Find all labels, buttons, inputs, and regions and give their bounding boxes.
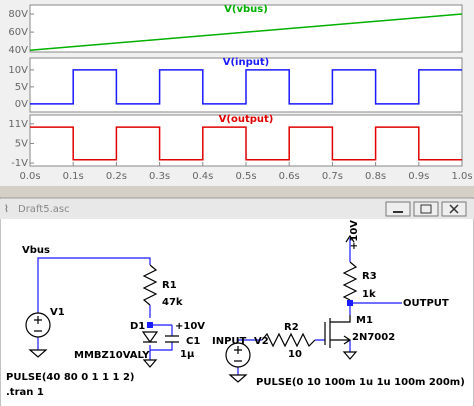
y-tick-label: 80V bbox=[8, 9, 28, 20]
schematic: Vbus V1 R1 47k D1 +10V C1 1µ MMBZ10VALY … bbox=[6, 220, 465, 398]
label: OUTPUT bbox=[403, 298, 449, 309]
x-tick-label: 0.1s bbox=[63, 171, 84, 182]
label: 10 bbox=[288, 349, 302, 360]
r2 bbox=[261, 332, 316, 348]
maximize[interactable] bbox=[413, 201, 439, 217]
r1 bbox=[142, 264, 158, 306]
icon bbox=[420, 204, 432, 214]
label: V1 bbox=[50, 307, 65, 318]
y-tick-label: 5V bbox=[15, 82, 28, 93]
plots: V(vbus) 80V 60V 40V V(input) 10V 5V 0V V(output)… bbox=[8, 4, 472, 182]
label: 47k bbox=[162, 297, 183, 308]
window-icon: ⌇ bbox=[4, 204, 9, 215]
y-tick-label: 5V bbox=[15, 138, 28, 149]
y-tick-label: 10V bbox=[8, 65, 28, 76]
x-tick-label: 0.0s bbox=[19, 171, 40, 182]
x-tick-label: 0.3s bbox=[149, 171, 170, 182]
label: M1 bbox=[356, 315, 373, 326]
node bbox=[347, 300, 353, 306]
label: R1 bbox=[162, 280, 177, 291]
title-bar bbox=[0, 199, 474, 219]
x-tick-label: 0.7s bbox=[322, 171, 343, 182]
label: PULSE(40 80 0 1 1 1 2) bbox=[6, 372, 135, 383]
label: .tran 1 bbox=[6, 387, 44, 398]
x-tick-label: 0.9s bbox=[408, 171, 429, 182]
c1 bbox=[165, 335, 179, 343]
y-tick-label: 0V bbox=[15, 99, 28, 110]
m1 bbox=[324, 315, 352, 348]
window-title: Draft5.asc bbox=[18, 204, 70, 215]
ground bbox=[28, 349, 158, 368]
label: +10V bbox=[349, 220, 360, 250]
label: 1k bbox=[362, 289, 376, 300]
series-line bbox=[29, 13, 463, 51]
x-tick-label: 0.2s bbox=[106, 171, 127, 182]
label: D1 bbox=[130, 321, 145, 332]
label: 1µ bbox=[180, 349, 195, 360]
label: R3 bbox=[362, 271, 377, 282]
minimize[interactable] bbox=[385, 201, 411, 217]
v2 bbox=[225, 342, 251, 368]
x-tick-label: 0.4s bbox=[192, 171, 213, 182]
series-line bbox=[30, 69, 462, 105]
plot-title: V(output) bbox=[219, 114, 274, 125]
x-tick-label: 1.0s bbox=[451, 171, 472, 182]
v1-sign bbox=[34, 316, 42, 332]
plot-title: V(vbus) bbox=[224, 4, 268, 15]
y-tick-label: 60V bbox=[8, 27, 28, 38]
label: C1 bbox=[186, 336, 200, 347]
y-tick-label: 11V bbox=[8, 119, 28, 130]
label: 2N7002 bbox=[352, 332, 395, 343]
label: +10V bbox=[175, 321, 205, 332]
label: PULSE(0 10 100m 1u 1u 100m 200m) bbox=[256, 377, 465, 388]
x-tick-label: 0.5s bbox=[235, 171, 256, 182]
x-tick-label: 0.6s bbox=[279, 171, 300, 182]
x-tick-label: 0.8s bbox=[365, 171, 386, 182]
plot-title: V(input) bbox=[223, 57, 269, 68]
d1 bbox=[141, 331, 159, 344]
label: Vbus bbox=[22, 245, 50, 256]
label: INPUT bbox=[212, 336, 247, 347]
window-buttons[interactable] bbox=[385, 201, 467, 217]
v2-ground bbox=[228, 346, 358, 383]
v1 bbox=[25, 312, 51, 338]
series-line bbox=[30, 126, 462, 161]
label: MMBZ10VALY bbox=[74, 350, 150, 361]
node bbox=[147, 322, 153, 328]
wires bbox=[37, 257, 173, 360]
label: R2 bbox=[284, 322, 299, 333]
label: V2 bbox=[254, 336, 269, 347]
y-tick-label: 40V bbox=[8, 45, 28, 56]
icon bbox=[449, 204, 459, 214]
r3 bbox=[342, 234, 358, 301]
y-tick-label: -1V bbox=[11, 158, 28, 169]
